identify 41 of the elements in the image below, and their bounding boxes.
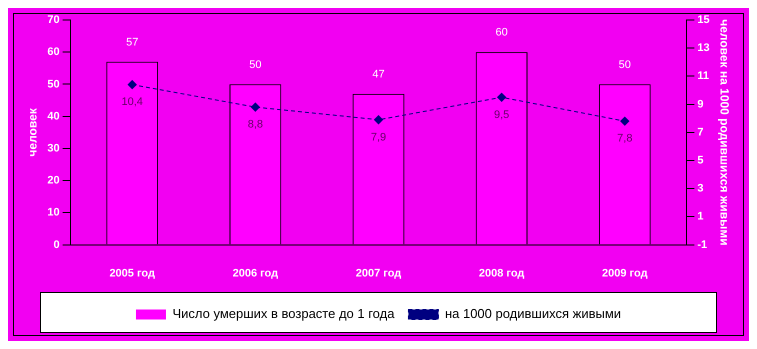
data-label: 8,8 [248,118,264,131]
data-label: 47 [372,68,385,80]
point [497,92,506,102]
y-tick-label: 30 [47,142,60,154]
data-label: 60 [496,26,508,39]
data-label: 50 [249,58,262,71]
point [128,80,137,90]
y2-tick-label: 1 [697,210,704,223]
point [620,116,630,126]
y-tick-label: 40 [47,110,60,122]
x-tick-label: 2008 год [478,267,524,280]
x-tick-label: 2006 год [232,267,278,280]
x-tick-label: 2005 год [109,267,155,280]
point [374,115,383,124]
legend-label: Число умерших в возрасте до 1 года [172,306,396,322]
y-axis-title: человек [26,107,40,157]
x-tick-label: 2009 год [602,267,648,280]
data-label: 7,9 [370,131,386,144]
point [250,102,260,112]
data-label: 7,8 [617,132,632,145]
legend-label: на 1000 родившихся живыми [444,306,622,322]
x-tick-label: 2007 год [356,267,402,280]
data-label: 9,5 [494,108,510,121]
y2-tick-label: 5 [697,154,704,167]
y-tick-label: 50 [47,78,60,90]
y2-tick-label: 9 [697,98,704,110]
y-tick-label: 70 [47,14,60,26]
y2-axis-title: человек на 1000 родившихся живыми [717,19,732,246]
y2-tick-label: 7 [697,126,704,138]
data-label: 10,4 [121,96,143,108]
y2-tick-label: 13 [697,42,710,54]
data-label: 50 [618,58,631,71]
y-tick-label: 10 [47,206,60,219]
y2-tick-label: 3 [697,182,704,195]
y2-tick-label: 11 [697,70,710,82]
y-tick-label: 0 [54,238,60,251]
y2-tick-label: 15 [697,14,710,26]
y-tick-label: 60 [47,46,60,58]
data-label: 57 [126,36,138,48]
y2-tick-label: -1 [697,238,708,251]
y-tick-label: 20 [47,174,60,187]
